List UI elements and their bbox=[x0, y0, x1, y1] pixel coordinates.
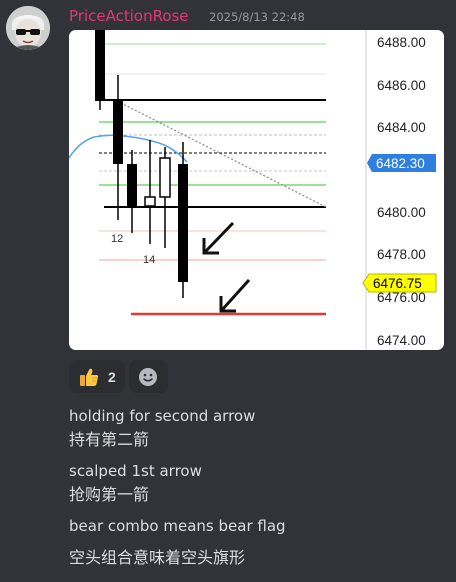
price-tick-label: 6484.00 bbox=[377, 120, 426, 135]
add-reaction-button[interactable] bbox=[129, 360, 168, 393]
message-line: 抢购第一箭 bbox=[69, 485, 149, 505]
message-author[interactable]: PriceActionRose bbox=[69, 7, 189, 25]
price-tick-label: 6478.00 bbox=[377, 247, 426, 262]
user-avatar[interactable] bbox=[6, 6, 50, 50]
message-line: holding for second arrow bbox=[69, 406, 255, 426]
order-price-tag: 6476.75 bbox=[363, 274, 436, 292]
bar-label: 14 bbox=[143, 254, 155, 266]
message-line: bear combo means bear flag bbox=[69, 516, 286, 536]
message-line: scalped 1st arrow bbox=[69, 461, 202, 481]
reaction-count: 2 bbox=[108, 369, 116, 385]
current-price-tag: 6482.30 bbox=[367, 154, 436, 172]
price-tick-label: 6486.00 bbox=[377, 78, 426, 93]
avatar-image bbox=[6, 6, 50, 50]
message-line: 空头组合意味着空头旗形 bbox=[69, 548, 245, 568]
thumbs-up-icon bbox=[78, 366, 100, 388]
message-timestamp: 2025/8/13 22:48 bbox=[209, 10, 305, 24]
price-tick-label: 6480.00 bbox=[377, 205, 426, 220]
price-tick-label: 6488.00 bbox=[377, 35, 426, 50]
chart-attachment[interactable]: 12 14 6488.00 6486.00 6484.00 6480.00 6478.0… bbox=[69, 30, 444, 350]
svg-text:6476.75: 6476.75 bbox=[373, 276, 422, 291]
reaction-thumbs-up[interactable]: 2 bbox=[69, 360, 125, 393]
price-tick-label: 6474.00 bbox=[377, 333, 426, 348]
add-reaction-icon bbox=[137, 366, 159, 388]
message-line: 持有第二箭 bbox=[69, 430, 149, 450]
bar-label: 12 bbox=[111, 233, 123, 245]
svg-text:6482.30: 6482.30 bbox=[376, 156, 425, 171]
reactions-bar: 2 bbox=[69, 360, 168, 393]
trading-chart: 12 14 6488.00 6486.00 6484.00 6480.00 6478.0… bbox=[69, 30, 444, 350]
